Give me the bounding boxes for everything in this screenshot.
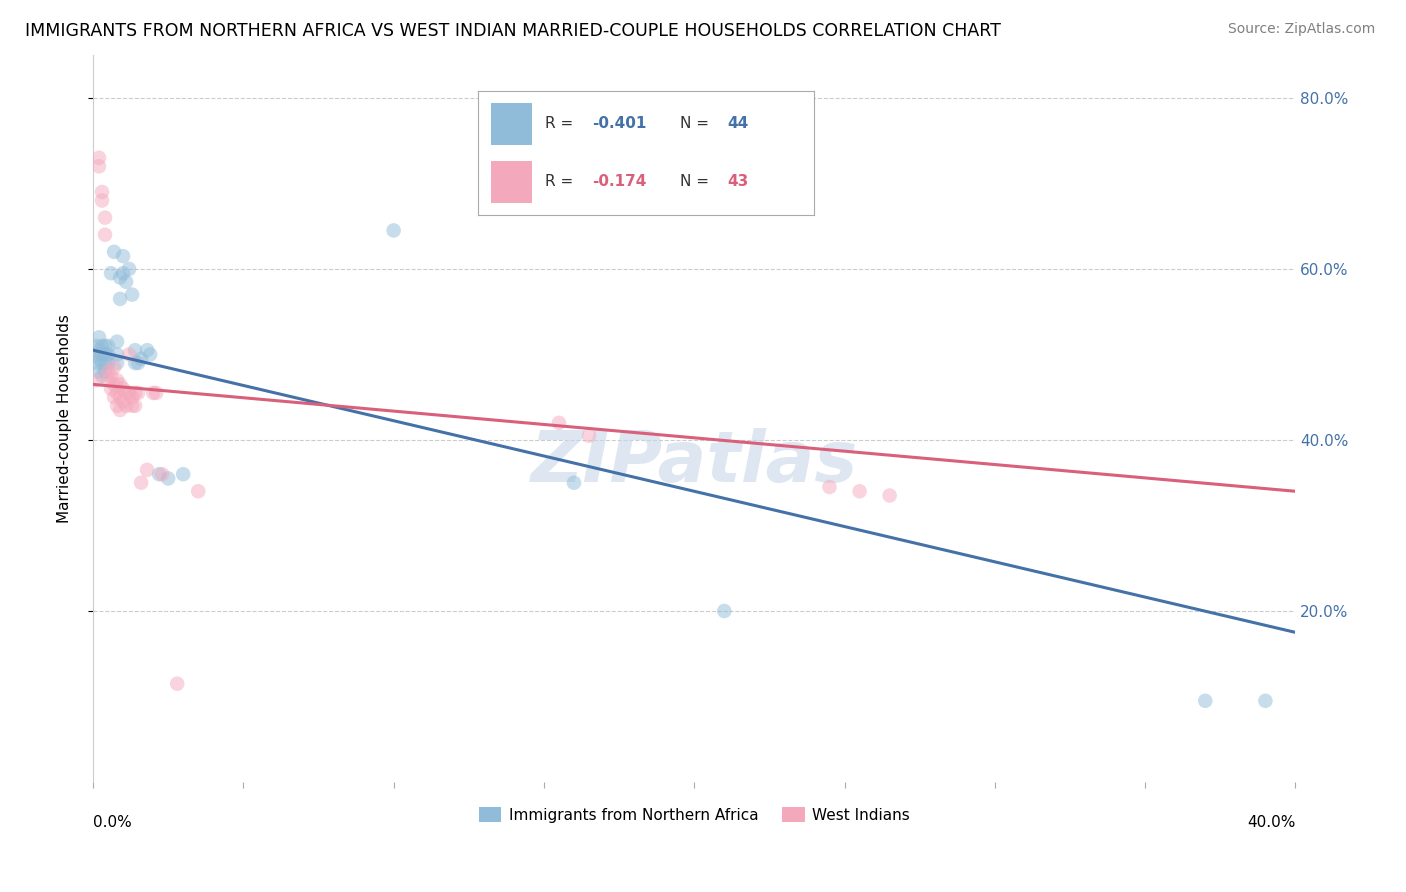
Point xyxy=(84,356,107,370)
Point xyxy=(94,356,117,370)
Point xyxy=(115,399,138,413)
Point xyxy=(97,347,120,361)
Point xyxy=(87,343,110,358)
Point xyxy=(121,287,143,301)
Point xyxy=(818,480,841,494)
Point xyxy=(100,382,122,396)
Text: 0.0%: 0.0% xyxy=(93,814,132,830)
Point xyxy=(148,467,170,482)
Point xyxy=(879,489,901,503)
Point xyxy=(103,244,125,259)
Point xyxy=(112,394,135,409)
Point xyxy=(124,399,146,413)
Point xyxy=(84,347,107,361)
Point xyxy=(108,390,131,404)
Point xyxy=(136,343,159,358)
Point xyxy=(108,292,131,306)
Point xyxy=(94,365,117,379)
Point xyxy=(84,373,107,387)
Point xyxy=(87,159,110,173)
Point xyxy=(87,351,110,366)
Point xyxy=(103,360,125,375)
Point xyxy=(97,365,120,379)
Point xyxy=(112,382,135,396)
Point xyxy=(124,343,146,358)
Point xyxy=(578,428,600,442)
Point xyxy=(103,390,125,404)
Point xyxy=(166,676,188,690)
Point xyxy=(91,356,114,370)
Point xyxy=(91,339,114,353)
Point xyxy=(87,151,110,165)
Point xyxy=(142,386,165,401)
Point xyxy=(115,386,138,401)
Point xyxy=(87,330,110,344)
Legend: Immigrants from Northern Africa, West Indians: Immigrants from Northern Africa, West In… xyxy=(472,801,917,829)
Point xyxy=(548,416,571,430)
Point xyxy=(382,223,405,237)
Point xyxy=(105,399,128,413)
Point xyxy=(118,347,141,361)
Point xyxy=(139,347,162,361)
Point xyxy=(84,339,107,353)
Point xyxy=(100,368,122,383)
Point xyxy=(145,386,167,401)
Point xyxy=(562,475,585,490)
Point xyxy=(91,347,114,361)
Point xyxy=(105,373,128,387)
Point xyxy=(112,266,135,280)
Point xyxy=(105,356,128,370)
Point xyxy=(100,266,122,280)
Point xyxy=(121,399,143,413)
Point xyxy=(1194,694,1216,708)
Y-axis label: Married-couple Households: Married-couple Households xyxy=(58,314,72,523)
Text: IMMIGRANTS FROM NORTHERN AFRICA VS WEST INDIAN MARRIED-COUPLE HOUSEHOLDS CORRELA: IMMIGRANTS FROM NORTHERN AFRICA VS WEST … xyxy=(25,22,1001,40)
Point xyxy=(157,471,180,485)
Point xyxy=(848,484,870,499)
Point xyxy=(97,339,120,353)
Point xyxy=(118,261,141,276)
Point xyxy=(118,386,141,401)
Point xyxy=(108,403,131,417)
Point xyxy=(108,270,131,285)
Point xyxy=(129,475,152,490)
Point xyxy=(97,373,120,387)
Point xyxy=(94,347,117,361)
Point xyxy=(172,467,194,482)
Point xyxy=(187,484,209,499)
Point xyxy=(112,249,135,263)
Point xyxy=(103,377,125,392)
Point xyxy=(91,368,114,383)
Text: 40.0%: 40.0% xyxy=(1247,814,1295,830)
Point xyxy=(115,275,138,289)
Point xyxy=(105,334,128,349)
Point xyxy=(91,194,114,208)
Point xyxy=(94,339,117,353)
Point xyxy=(97,356,120,370)
Point xyxy=(94,227,117,242)
Point xyxy=(127,386,149,401)
Point xyxy=(87,365,110,379)
Point xyxy=(124,356,146,370)
Point xyxy=(91,185,114,199)
Point xyxy=(129,351,152,366)
Point xyxy=(121,390,143,404)
Text: ZIPatlas: ZIPatlas xyxy=(530,427,858,497)
Point xyxy=(150,467,173,482)
Point xyxy=(127,356,149,370)
Point xyxy=(713,604,735,618)
Point xyxy=(136,463,159,477)
Point xyxy=(105,386,128,401)
Point xyxy=(124,386,146,401)
Point xyxy=(1254,694,1277,708)
Point xyxy=(108,377,131,392)
Point xyxy=(94,211,117,225)
Text: Source: ZipAtlas.com: Source: ZipAtlas.com xyxy=(1227,22,1375,37)
Point xyxy=(105,347,128,361)
